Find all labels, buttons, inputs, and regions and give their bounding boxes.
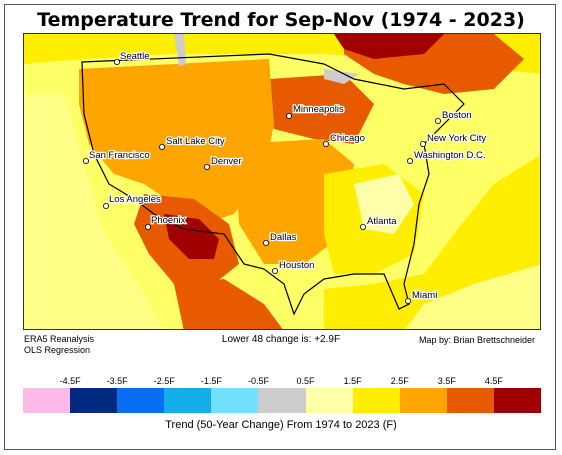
- legend-bin: [258, 388, 306, 413]
- legend-bin: [164, 388, 212, 413]
- legend-tick-label: 4.5F: [484, 376, 503, 386]
- legend-colorbar: [23, 388, 542, 413]
- city-label: Chicago: [330, 133, 365, 144]
- legend-tick-label: -2.5F: [153, 376, 175, 386]
- map-title: Temperature Trend for Sep-Nov (1974 - 20…: [37, 9, 525, 31]
- source-line-1: ERA5 Reanalysis: [24, 334, 95, 344]
- city-label: Minneapolis: [293, 104, 344, 115]
- city-label: Washington D.C.: [414, 150, 485, 161]
- legend-title: Trend (50-Year Change) From 1974 to 2023…: [165, 419, 397, 431]
- upper-midwest-region: [264, 74, 374, 144]
- source-line-2: OLS Regression: [24, 345, 91, 355]
- atlantic-outer-region: [405, 264, 540, 329]
- city-marker: [271, 267, 278, 274]
- city-marker: [406, 158, 413, 165]
- city-layer: Seattle San Francisco Los Angeles Phoenix Sa…: [83, 50, 488, 304]
- legend-bin: [493, 388, 542, 413]
- city-marker: [434, 118, 441, 125]
- city-label: San Francisco: [89, 150, 150, 161]
- legend-tick-label: 3.5F: [437, 376, 456, 386]
- city-marker: [203, 163, 210, 170]
- city-label: Phoenix: [151, 215, 186, 226]
- city-label: Houston: [279, 260, 314, 271]
- legend-ticks: -4.5F -3.5F -2.5F -1.5F -0.5F 0.5F 1.5F 2.5F 3.5…: [23, 376, 541, 388]
- city-marker: [103, 202, 110, 209]
- legend-tick-label: -0.5F: [247, 376, 269, 386]
- source-note: ERA5 Reanalysis OLS Regression: [24, 334, 94, 356]
- legend-tick-label: -3.5F: [106, 376, 128, 386]
- pacific-region: [24, 94, 163, 329]
- city-label: New York City: [427, 133, 486, 144]
- legend-bin: [70, 388, 118, 413]
- city-marker: [359, 223, 366, 230]
- city-marker: [262, 239, 269, 246]
- city-marker: [404, 297, 411, 304]
- legend-bin: [399, 388, 447, 413]
- legend-tick-label: 2.5F: [390, 376, 409, 386]
- city-label: Denver: [211, 156, 242, 167]
- map-canvas: Seattle San Francisco Los Angeles Phoenix Sa…: [24, 34, 540, 329]
- city-marker: [158, 144, 165, 151]
- city-label: Dallas: [270, 232, 297, 243]
- legend-tick-label: 1.5F: [343, 376, 362, 386]
- city-label: Boston: [442, 110, 472, 121]
- city-marker: [285, 113, 292, 120]
- city-label: Miami: [412, 290, 437, 301]
- city-label: Seattle: [120, 51, 150, 62]
- lower48-note: Lower 48 change is: +2.9F: [221, 334, 341, 345]
- city-label: Salt Lake City: [166, 136, 225, 147]
- legend-tick-label: -4.5F: [59, 376, 81, 386]
- legend-bin: [305, 388, 353, 413]
- legend-bin: [352, 388, 400, 413]
- legend-bin: [117, 388, 165, 413]
- legend-bin: [211, 388, 259, 413]
- city-marker: [145, 223, 152, 230]
- legend-bin: [23, 388, 71, 413]
- us-outline: [81, 53, 465, 316]
- city-label: Atlanta: [367, 216, 397, 227]
- south-appalachian-region: [354, 174, 414, 234]
- city-marker: [114, 58, 121, 65]
- northeast-hot-region: [334, 34, 444, 59]
- city-marker: [322, 141, 329, 148]
- city-marker: [419, 141, 426, 148]
- legend-tick-label: 0.5F: [296, 376, 315, 386]
- credit-note: Map by: Brian Brettschneider: [418, 335, 535, 345]
- trend-map: Seattle San Francisco Los Angeles Phoenix Sa…: [23, 33, 541, 330]
- legend-bin: [446, 388, 494, 413]
- city-label: Los Angeles: [109, 194, 161, 205]
- mexico-region: [174, 279, 283, 329]
- lake-superior: [324, 69, 359, 84]
- legend-tick-label: -1.5F: [200, 376, 222, 386]
- figure-frame: [4, 4, 556, 450]
- west-region: [79, 59, 274, 224]
- city-marker: [83, 158, 90, 165]
